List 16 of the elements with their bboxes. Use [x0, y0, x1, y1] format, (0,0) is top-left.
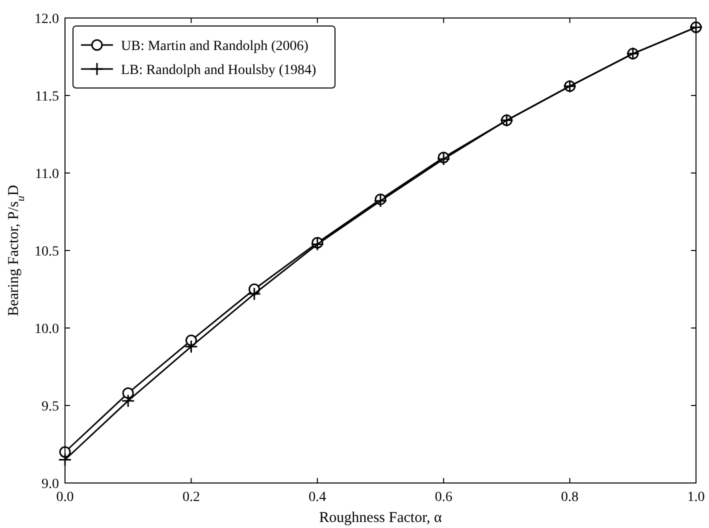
y-tick-label: 10.5 [34, 244, 59, 260]
y-tick-label: 11.0 [35, 167, 59, 182]
x-tick-label: 0.6 [434, 490, 452, 505]
legend-label: UB: Martin and Randolph (2006) [121, 39, 309, 54]
x-tick-label: 0.8 [561, 490, 579, 505]
x-axis-title: Roughness Factor, α [319, 510, 442, 526]
y-tick-label: 9.5 [42, 400, 59, 414]
x-tick-label: 0.2 [182, 490, 200, 505]
x-tick-label: 0.4 [308, 490, 326, 505]
legend-label: LB: Randolph and Houlsby (1984) [121, 63, 317, 78]
y-tick-label: 11.5 [35, 90, 59, 104]
y-tick-label: 12.0 [34, 12, 59, 27]
x-tick-label: 1.0 [687, 490, 705, 505]
x-tick-label: 0.0 [56, 490, 74, 505]
y-tick-label: 9.0 [42, 477, 59, 492]
y-tick-label: 10.0 [34, 322, 59, 337]
